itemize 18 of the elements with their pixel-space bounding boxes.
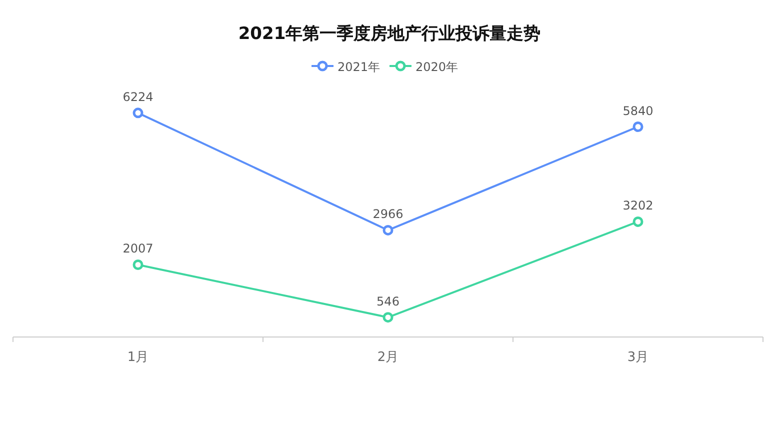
point	[132, 259, 144, 270]
data-label: 2966	[372, 207, 404, 222]
legend-label: 2021年	[338, 60, 380, 74]
data-label: 2007	[122, 242, 154, 256]
point	[132, 108, 144, 118]
point	[632, 216, 644, 227]
data-label: 546	[376, 294, 400, 308]
point	[382, 312, 394, 323]
data-label: 3202	[622, 198, 654, 213]
x-tick-label: 1月	[127, 350, 149, 365]
chart-title: 2021年第一季度房地产行业投诉量走势	[238, 24, 541, 44]
legend-label: 2020年	[416, 60, 458, 74]
x-tick-label: 3月	[627, 350, 649, 365]
data-label: 5840	[622, 104, 654, 118]
point	[632, 122, 644, 132]
data-label: 6224	[122, 90, 154, 104]
point	[382, 224, 394, 236]
x-tick-label: 2月	[377, 350, 399, 365]
